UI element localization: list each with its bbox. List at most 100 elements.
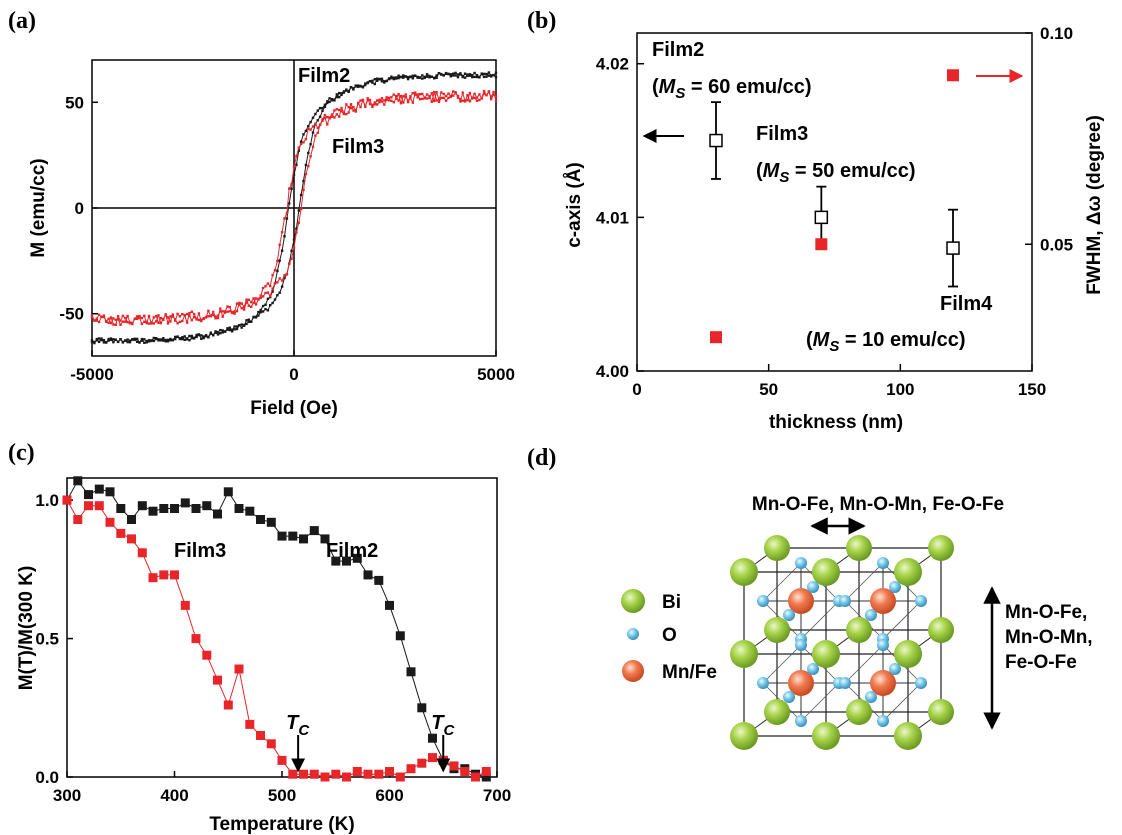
panel-a-data-point: [321, 118, 324, 121]
panel-a-data-point: [433, 77, 436, 80]
panel-a-data-point: [152, 316, 155, 319]
panel-a-data-point: [390, 75, 393, 78]
panel-c-y-tick-label: 0.0: [35, 768, 59, 787]
panel-a-data-point: [188, 314, 191, 317]
panel-a-data-point: [487, 74, 491, 77]
panel-c-data-point: [363, 769, 373, 779]
panel-a-data-point: [487, 90, 491, 93]
panel-a-data-point: [482, 72, 486, 76]
panel-c-data-point: [449, 761, 459, 771]
panel-a-data-point: [326, 123, 329, 126]
panel-a-data-point: [109, 337, 113, 340]
panel-a-data-point: [242, 305, 246, 309]
panel-a-data-point: [119, 319, 122, 322]
panel-a-data-point: [219, 310, 222, 313]
panel-c-data-point: [148, 573, 158, 583]
panel-a-data-point: [428, 96, 431, 99]
panel-a-ticks: -5000 0 5000 -50 0 50: [59, 93, 514, 384]
panel-a-data-point: [335, 108, 338, 111]
octahedron-edge: [800, 600, 840, 640]
panel-a-data-point: [321, 109, 324, 112]
panel-a-data-point: [466, 73, 469, 76]
panel-a-data-point: [207, 309, 210, 312]
caxis-data-point: [709, 133, 723, 148]
panel-a-data-point: [228, 326, 231, 329]
panel-a-data-point: [404, 93, 407, 96]
panel-a-data-point: [143, 341, 146, 344]
panel-c-data-point: [245, 719, 255, 729]
side-bond-label-line1: Mn-O-Fe,: [1005, 602, 1087, 623]
panel-a-data-point: [459, 97, 462, 101]
panel-a-data-point: [311, 125, 315, 128]
panel-a-data-point: [311, 116, 315, 119]
panel-a-data-point: [480, 72, 483, 76]
panel-c-data-point: [245, 506, 255, 516]
panel-a-data-point: [482, 75, 486, 79]
panel-a-data-point: [214, 330, 217, 333]
panel-a-data-point: [171, 313, 174, 316]
panel-a-data-point: [250, 320, 253, 323]
panel-a-data-point: [468, 91, 472, 95]
panel-a-data-point: [157, 314, 160, 317]
panel-a-data-point: [354, 108, 357, 112]
panel-a-data-point: [473, 92, 476, 95]
panel-a-data-point: [475, 75, 479, 79]
panel-a-data-point: [228, 306, 231, 309]
panel-a-data-point: [307, 124, 310, 128]
panel-a-data-point: [290, 187, 293, 190]
panel-a-data-point: [404, 95, 407, 99]
panel-a-data-point: [492, 93, 495, 96]
panel-a-data-point: [107, 317, 110, 320]
panel-a-data-point: [485, 72, 488, 76]
panel-a-data-point: [428, 94, 431, 98]
panel-c-data-point: [385, 767, 394, 776]
panel-a-data-point: [283, 217, 286, 220]
panel-a-data-point: [290, 257, 293, 260]
panel-label-b: (b): [527, 8, 556, 34]
panel-a-data-point: [138, 341, 141, 344]
panel-a-data-point: [152, 339, 155, 343]
octahedron-edge: [844, 644, 884, 684]
bi-atom: [812, 558, 840, 586]
panel-a-data-point: [302, 141, 305, 144]
o-atom: [865, 609, 877, 621]
panel-a-data-point: [442, 92, 445, 96]
panel-c-data-point: [417, 703, 427, 713]
panel-a-data-point: [121, 314, 125, 318]
panel-a-data-point: [126, 321, 129, 324]
panel-a-data-point: [200, 318, 203, 321]
panel-a-data-point: [190, 334, 193, 338]
panel-a-data-point: [257, 298, 260, 301]
panel-a-data-point: [276, 294, 279, 297]
tc-label: TC: [431, 712, 455, 739]
panel-label-c: (c): [8, 440, 35, 466]
panel-a-data-point: [490, 74, 493, 77]
panel-a-data-point: [131, 321, 134, 325]
panel-a-data-point: [390, 77, 393, 80]
bi-atom: [812, 640, 840, 668]
panel-a-data-point: [247, 298, 250, 301]
panel-a-data-point: [335, 95, 338, 99]
panel-a-data-point: [328, 117, 331, 120]
panel-c-data-point: [159, 504, 169, 513]
panel-a-data-point: [214, 315, 217, 318]
panel-c-data-point: [94, 484, 104, 494]
panel-a-data-point: [435, 99, 438, 102]
panel-a-data-point: [402, 101, 405, 104]
panel-a-data-point: [299, 193, 303, 197]
panel-a-data-point: [366, 99, 369, 102]
panel-c-data-point: [223, 700, 233, 710]
panel-c-data-point: [309, 769, 319, 779]
panel-c-data-point: [180, 600, 190, 610]
panel-a-data-point: [406, 75, 410, 79]
panel-a-data-point: [164, 340, 167, 343]
panel-a-data-point: [150, 339, 153, 342]
panel-a-data-point: [366, 81, 369, 85]
panel-a-data-point: [214, 331, 217, 334]
panel-c-data-point: [352, 553, 362, 563]
panel-a-data-point: [338, 91, 341, 95]
panel-a-data-point: [316, 126, 319, 130]
panel-a-data-point: [112, 317, 115, 320]
panel-a-data-point: [90, 339, 94, 342]
panel-a-data-point: [399, 102, 403, 105]
